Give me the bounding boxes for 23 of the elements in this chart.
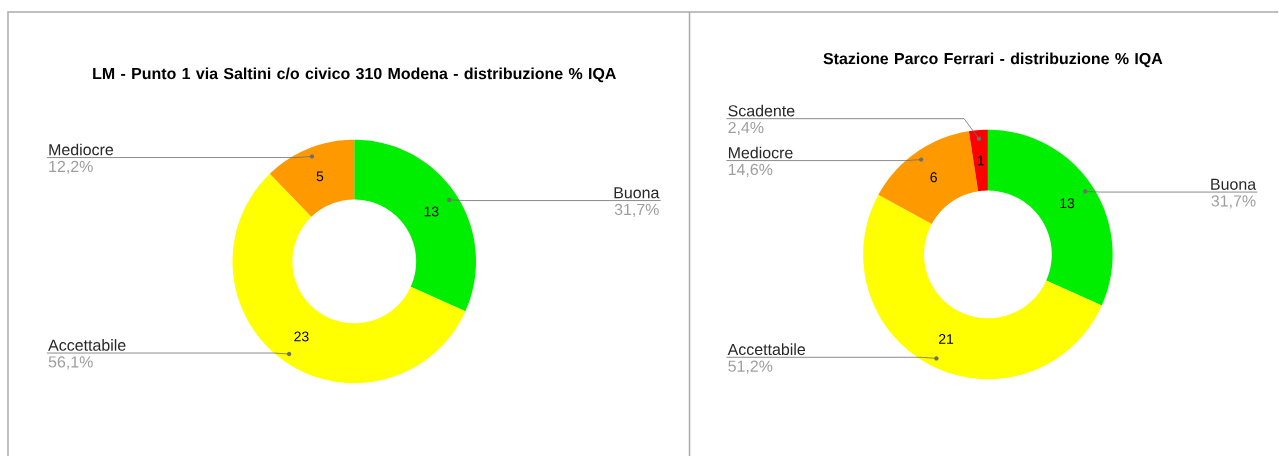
text: 56,1% — [48, 356, 93, 370]
text: 51,2% — [728, 360, 773, 374]
data-label: 6 — [930, 172, 937, 183]
data-label: 23 — [294, 331, 309, 342]
slice-label: Accettabile — [48, 339, 126, 351]
text: 14,6% — [728, 163, 773, 178]
chart-title: Stazione Parco Ferrari - distribuzione % IQA — [823, 52, 1163, 68]
slice-label: Buona — [1211, 178, 1257, 190]
text: 2,4% — [728, 121, 764, 136]
slice-label: Scadente — [728, 104, 795, 117]
slice-label: Mediocre — [49, 143, 114, 156]
text: 12,2% — [49, 160, 93, 175]
text: 31,7% — [614, 203, 659, 218]
slice-label: Mediocre — [728, 146, 793, 159]
chart-title: LM - Punto 1 via Saltini c/o civico 310 Modena - distribuzione % IQA — [93, 67, 616, 83]
data-label: 13 — [424, 206, 439, 217]
data-label: 5 — [316, 171, 324, 182]
data-label: 1 — [977, 155, 984, 166]
data-label: 21 — [938, 334, 954, 344]
slice-label: Accettabile — [727, 343, 806, 356]
data-label: 13 — [1060, 198, 1075, 209]
text: 31,7% — [1211, 195, 1256, 209]
slice-label: Buona — [614, 187, 660, 199]
